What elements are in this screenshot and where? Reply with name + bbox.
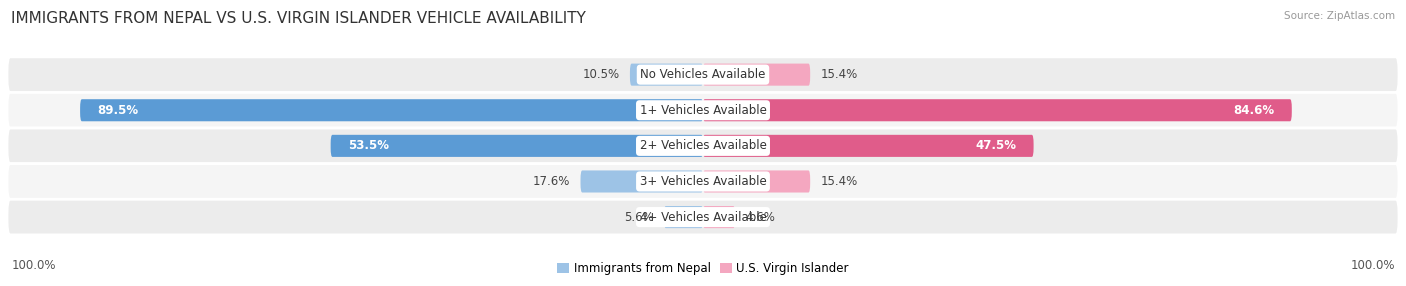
Text: 17.6%: 17.6% [533,175,569,188]
FancyBboxPatch shape [703,135,1033,157]
Text: 10.5%: 10.5% [582,68,620,81]
Text: 1+ Vehicles Available: 1+ Vehicles Available [640,104,766,117]
FancyBboxPatch shape [703,99,1292,121]
Text: No Vehicles Available: No Vehicles Available [640,68,766,81]
FancyBboxPatch shape [330,135,703,157]
FancyBboxPatch shape [7,57,1399,92]
Text: 47.5%: 47.5% [976,139,1017,152]
FancyBboxPatch shape [703,170,810,192]
FancyBboxPatch shape [7,92,1399,128]
FancyBboxPatch shape [80,99,703,121]
Text: Source: ZipAtlas.com: Source: ZipAtlas.com [1284,11,1395,21]
FancyBboxPatch shape [703,63,810,86]
FancyBboxPatch shape [703,206,735,228]
Text: 5.6%: 5.6% [624,210,654,224]
Text: 2+ Vehicles Available: 2+ Vehicles Available [640,139,766,152]
FancyBboxPatch shape [581,170,703,192]
Legend: Immigrants from Nepal, U.S. Virgin Islander: Immigrants from Nepal, U.S. Virgin Islan… [553,258,853,280]
Text: 15.4%: 15.4% [821,175,858,188]
Text: 15.4%: 15.4% [821,68,858,81]
Text: 4.6%: 4.6% [745,210,775,224]
Text: 84.6%: 84.6% [1233,104,1274,117]
FancyBboxPatch shape [7,128,1399,164]
Text: 4+ Vehicles Available: 4+ Vehicles Available [640,210,766,224]
FancyBboxPatch shape [630,63,703,86]
Text: 53.5%: 53.5% [349,139,389,152]
Text: 89.5%: 89.5% [97,104,139,117]
Text: 3+ Vehicles Available: 3+ Vehicles Available [640,175,766,188]
FancyBboxPatch shape [664,206,703,228]
Text: IMMIGRANTS FROM NEPAL VS U.S. VIRGIN ISLANDER VEHICLE AVAILABILITY: IMMIGRANTS FROM NEPAL VS U.S. VIRGIN ISL… [11,11,586,26]
FancyBboxPatch shape [7,199,1399,235]
Text: 100.0%: 100.0% [1350,259,1395,272]
FancyBboxPatch shape [7,164,1399,199]
Text: 100.0%: 100.0% [11,259,56,272]
